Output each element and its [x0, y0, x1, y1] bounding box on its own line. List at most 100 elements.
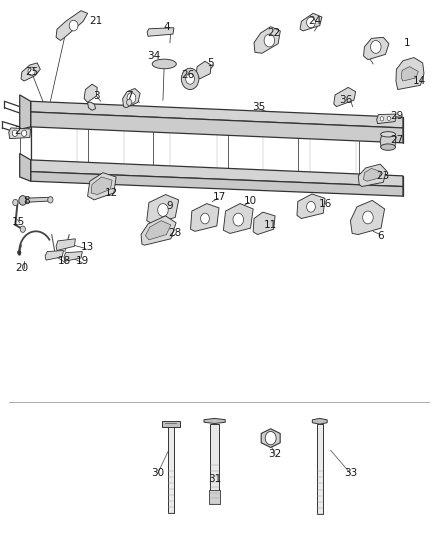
Polygon shape — [396, 58, 424, 90]
Polygon shape — [21, 63, 40, 81]
Text: 5: 5 — [207, 58, 214, 68]
Circle shape — [363, 211, 373, 224]
Polygon shape — [9, 128, 31, 139]
Circle shape — [20, 226, 25, 232]
Ellipse shape — [152, 59, 176, 69]
Polygon shape — [364, 37, 389, 60]
Bar — [209, 490, 220, 504]
Circle shape — [48, 197, 53, 203]
Text: 34: 34 — [148, 51, 161, 61]
Polygon shape — [261, 429, 280, 448]
Text: 19: 19 — [76, 256, 89, 266]
Polygon shape — [31, 160, 403, 187]
Polygon shape — [21, 197, 52, 203]
Text: 23: 23 — [377, 171, 390, 181]
Circle shape — [387, 116, 391, 120]
Polygon shape — [380, 134, 396, 147]
Text: 8: 8 — [23, 197, 30, 206]
Circle shape — [380, 117, 384, 121]
Text: 26: 26 — [181, 70, 194, 79]
Text: 4: 4 — [163, 22, 170, 31]
Circle shape — [265, 432, 276, 445]
Polygon shape — [401, 67, 418, 81]
Ellipse shape — [381, 144, 396, 150]
Polygon shape — [196, 61, 211, 79]
Text: 16: 16 — [318, 199, 332, 208]
Polygon shape — [31, 101, 403, 128]
Text: 30: 30 — [151, 469, 164, 478]
Text: 11: 11 — [264, 220, 277, 230]
Text: 13: 13 — [81, 243, 94, 252]
Text: 15: 15 — [12, 217, 25, 227]
Text: 10: 10 — [244, 197, 257, 206]
Polygon shape — [84, 84, 97, 102]
Bar — [162, 421, 180, 426]
Text: 20: 20 — [15, 263, 28, 272]
Text: 25: 25 — [25, 67, 38, 77]
Text: 29: 29 — [390, 111, 403, 121]
Polygon shape — [297, 194, 325, 219]
Polygon shape — [377, 114, 396, 124]
Bar — [168, 505, 174, 513]
Circle shape — [186, 74, 194, 84]
Text: 31: 31 — [208, 474, 221, 483]
Text: 35: 35 — [252, 102, 265, 111]
Text: 18: 18 — [58, 256, 71, 266]
Circle shape — [12, 130, 18, 136]
Polygon shape — [20, 95, 31, 130]
Text: 6: 6 — [378, 231, 385, 240]
Text: 2: 2 — [14, 126, 21, 135]
Circle shape — [18, 251, 21, 255]
Text: 24: 24 — [309, 17, 322, 26]
Polygon shape — [147, 195, 179, 224]
Polygon shape — [64, 252, 82, 261]
Circle shape — [127, 99, 132, 106]
Polygon shape — [141, 216, 176, 245]
Polygon shape — [254, 27, 280, 53]
Polygon shape — [56, 239, 75, 251]
Polygon shape — [334, 87, 356, 107]
Circle shape — [158, 204, 168, 216]
Polygon shape — [223, 204, 253, 233]
Circle shape — [233, 213, 244, 226]
Polygon shape — [350, 200, 385, 235]
Text: 14: 14 — [413, 76, 426, 86]
Circle shape — [19, 196, 27, 205]
Polygon shape — [20, 154, 31, 181]
Circle shape — [28, 67, 35, 76]
Text: 33: 33 — [344, 469, 357, 478]
Polygon shape — [145, 221, 171, 240]
Polygon shape — [253, 212, 275, 235]
Polygon shape — [88, 102, 95, 110]
Polygon shape — [123, 88, 140, 108]
Polygon shape — [31, 172, 403, 196]
Circle shape — [264, 34, 275, 47]
Circle shape — [181, 68, 199, 90]
Polygon shape — [358, 164, 386, 187]
Text: 7: 7 — [126, 91, 133, 101]
Text: 3: 3 — [93, 91, 100, 101]
Circle shape — [13, 199, 18, 206]
Text: 36: 36 — [339, 95, 353, 105]
Circle shape — [307, 201, 315, 212]
Circle shape — [21, 130, 27, 136]
Circle shape — [127, 93, 136, 103]
Ellipse shape — [381, 132, 396, 137]
Polygon shape — [312, 418, 327, 424]
Text: 1: 1 — [404, 38, 411, 47]
Text: 27: 27 — [390, 135, 403, 144]
Polygon shape — [91, 177, 112, 195]
Polygon shape — [88, 173, 116, 200]
Polygon shape — [31, 112, 403, 143]
Text: 22: 22 — [267, 28, 280, 38]
Polygon shape — [300, 13, 322, 31]
Text: 9: 9 — [166, 201, 173, 211]
Bar — [317, 424, 323, 514]
Bar — [167, 426, 174, 513]
Text: 12: 12 — [105, 188, 118, 198]
Polygon shape — [191, 204, 219, 231]
Text: 32: 32 — [268, 449, 282, 459]
Circle shape — [201, 213, 209, 224]
Text: 17: 17 — [212, 192, 226, 202]
Text: 28: 28 — [169, 229, 182, 238]
